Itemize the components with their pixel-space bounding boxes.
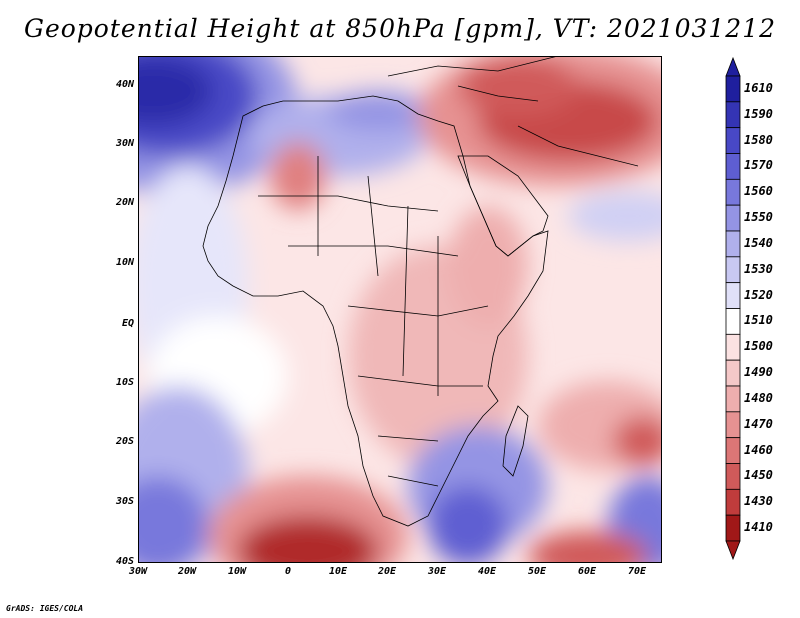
colorbar-swatch: [725, 230, 741, 258]
colorbar-swatch: [725, 282, 741, 309]
colorbar-label: 1570: [744, 158, 773, 173]
credit-text: GrADS: IGES/COLA: [6, 604, 84, 613]
lon-label-10e: 10E: [328, 566, 348, 577]
colorbar-swatch: [725, 204, 741, 232]
colorbar-label: 1550: [744, 210, 773, 225]
lon-label-30w: 30W: [128, 566, 148, 577]
geopotential-map: [138, 56, 662, 563]
colorbar-label: 1450: [744, 468, 773, 483]
colorbar-label: 1490: [744, 365, 773, 380]
colorbar-swatch: [725, 385, 741, 413]
colorbar-swatch: [725, 153, 741, 180]
colorbar-swatch: [725, 308, 741, 335]
colorbar-swatch: [725, 178, 741, 206]
map-title: Geopotential Height at 850hPa [gpm], VT:…: [23, 14, 777, 43]
lat-label-30n: 30N: [115, 138, 134, 149]
colorbar-label: 1470: [744, 416, 773, 431]
colorbar-bottom-arrow: [725, 540, 741, 561]
colorbar-label: 1590: [744, 106, 773, 121]
colorbar-label: 1510: [744, 313, 773, 328]
lat-label-40n: 40N: [115, 79, 134, 90]
lon-label-0: 0: [284, 566, 292, 577]
coastlines: [202, 56, 639, 527]
lat-label-20s: 20S: [115, 436, 134, 447]
colorbar-label: 1480: [744, 390, 773, 405]
lon-label-10w: 10W: [227, 566, 247, 577]
lon-label-70e: 70E: [627, 566, 647, 577]
colorbar-swatch: [725, 101, 741, 129]
colorbar-swatch: [725, 75, 741, 103]
lat-label-eq: EQ: [121, 318, 134, 329]
lon-label-20e: 20E: [377, 566, 397, 577]
colorbar-swatch: [725, 463, 741, 490]
colorbar-swatch: [725, 256, 741, 284]
colorbar-top-arrow: [725, 56, 741, 77]
lon-label-40e: 40E: [477, 566, 497, 577]
colorbar-swatch: [725, 127, 741, 154]
colorbar-swatch: [725, 359, 741, 387]
lon-label-20w: 20W: [177, 566, 197, 577]
colorbar-label: 1610: [744, 80, 773, 95]
lat-label-40s: 40S: [115, 556, 134, 567]
colorbar-label: 1460: [744, 442, 773, 457]
colorbar: [725, 56, 741, 561]
lat-label-10n: 10N: [115, 257, 134, 268]
colorbar-label: 1520: [744, 287, 773, 302]
lon-label-30e: 30E: [427, 566, 447, 577]
colorbar-label: 1530: [744, 261, 773, 276]
colorbar-swatch: [725, 411, 741, 439]
colorbar-swatch: [725, 488, 741, 516]
colorbar-label: 1430: [744, 494, 773, 509]
colorbar-label: 1560: [744, 184, 773, 199]
lat-label-20n: 20N: [115, 197, 134, 208]
lon-label-60e: 60E: [577, 566, 597, 577]
colorbar-swatch: [725, 514, 741, 542]
lat-label-10s: 10S: [115, 377, 134, 388]
colorbar-label: 1580: [744, 132, 773, 147]
colorbar-label: 1410: [744, 520, 773, 535]
colorbar-swatch: [725, 437, 741, 464]
lon-label-50e: 50E: [527, 566, 547, 577]
colorbar-swatch: [725, 333, 741, 361]
colorbar-label: 1540: [744, 235, 773, 250]
colorbar-label: 1500: [744, 339, 773, 354]
lat-label-30s: 30S: [115, 496, 134, 507]
